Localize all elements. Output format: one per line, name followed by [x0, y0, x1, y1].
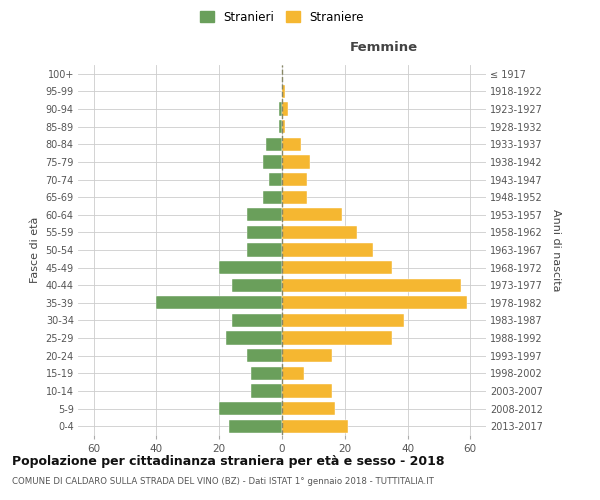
Y-axis label: Anni di nascita: Anni di nascita	[551, 209, 562, 291]
Bar	[251, 384, 282, 398]
Text: Popolazione per cittadinanza straniera per età e sesso - 2018: Popolazione per cittadinanza straniera p…	[12, 455, 445, 468]
Bar	[279, 102, 282, 116]
Bar	[282, 366, 304, 380]
Bar	[282, 314, 404, 327]
Bar	[266, 138, 282, 151]
Bar	[247, 226, 282, 239]
Bar	[157, 296, 282, 310]
Bar	[219, 261, 282, 274]
Bar	[282, 278, 461, 292]
Bar	[282, 173, 307, 186]
Bar	[282, 261, 392, 274]
Bar	[282, 384, 332, 398]
Bar	[226, 332, 282, 344]
Bar	[282, 208, 341, 222]
Text: COMUNE DI CALDARO SULLA STRADA DEL VINO (BZ) - Dati ISTAT 1° gennaio 2018 - TUTT: COMUNE DI CALDARO SULLA STRADA DEL VINO …	[12, 478, 434, 486]
Bar	[282, 156, 310, 168]
Bar	[282, 296, 467, 310]
Bar	[269, 173, 282, 186]
Bar	[282, 226, 358, 239]
Bar	[282, 190, 307, 204]
Bar	[282, 244, 373, 256]
Bar	[229, 420, 282, 433]
Bar	[279, 120, 282, 134]
Y-axis label: Fasce di età: Fasce di età	[30, 217, 40, 283]
Bar	[282, 138, 301, 151]
Legend: Stranieri, Straniere: Stranieri, Straniere	[195, 6, 369, 28]
Bar	[263, 190, 282, 204]
Bar	[282, 120, 285, 134]
Bar	[282, 402, 335, 415]
Text: Femmine: Femmine	[350, 41, 418, 54]
Bar	[247, 244, 282, 256]
Bar	[251, 366, 282, 380]
Bar	[219, 402, 282, 415]
Bar	[282, 102, 288, 116]
Bar	[282, 85, 285, 98]
Bar	[232, 314, 282, 327]
Bar	[263, 156, 282, 168]
Bar	[247, 349, 282, 362]
Bar	[282, 332, 392, 344]
Bar	[282, 420, 348, 433]
Bar	[232, 278, 282, 292]
Bar	[247, 208, 282, 222]
Bar	[282, 349, 332, 362]
